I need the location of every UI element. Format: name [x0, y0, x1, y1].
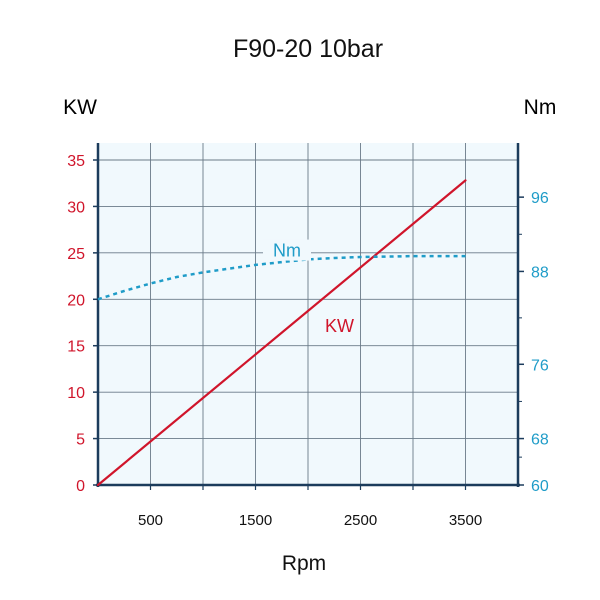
left-axis-label: KW [63, 96, 97, 119]
right-axis-label: Nm [524, 96, 557, 119]
series-label-kw: KW [325, 316, 354, 336]
right-tick-label: 68 [531, 432, 549, 449]
right-tick-label: 60 [531, 478, 549, 495]
x-axis-ticks: 500 1500 2500 3500 [138, 485, 482, 529]
x-axis-label: Rpm [282, 552, 326, 575]
chart-title: F90-20 10bar [233, 35, 383, 63]
grid [98, 143, 518, 485]
right-tick-label: 76 [531, 357, 549, 374]
x-tick-label: 3500 [449, 512, 482, 529]
left-tick-label: 20 [67, 292, 85, 309]
left-tick-label: 25 [67, 246, 85, 263]
x-tick-label: 2500 [344, 512, 377, 529]
left-tick-label: 35 [67, 153, 85, 170]
series-label-nm: Nm [273, 241, 301, 261]
x-tick-label: 1500 [239, 512, 272, 529]
series-line-kw [96, 179, 467, 487]
right-tick-label: 96 [531, 190, 549, 207]
left-tick-label: 10 [67, 385, 85, 402]
left-axis-ticks: 0 5 10 15 20 25 30 35 [67, 153, 98, 495]
series-layer: KW Nm [96, 179, 467, 487]
left-tick-label: 15 [67, 339, 85, 356]
x-tick-label: 500 [138, 512, 163, 529]
left-tick-label: 30 [67, 199, 85, 216]
right-tick-label: 88 [531, 264, 549, 281]
series-label-backdrop [263, 239, 311, 261]
right-axis-ticks: 60 68 76 88 96 [518, 190, 549, 495]
left-tick-label: 0 [76, 478, 85, 495]
left-tick-label: 5 [76, 432, 85, 449]
